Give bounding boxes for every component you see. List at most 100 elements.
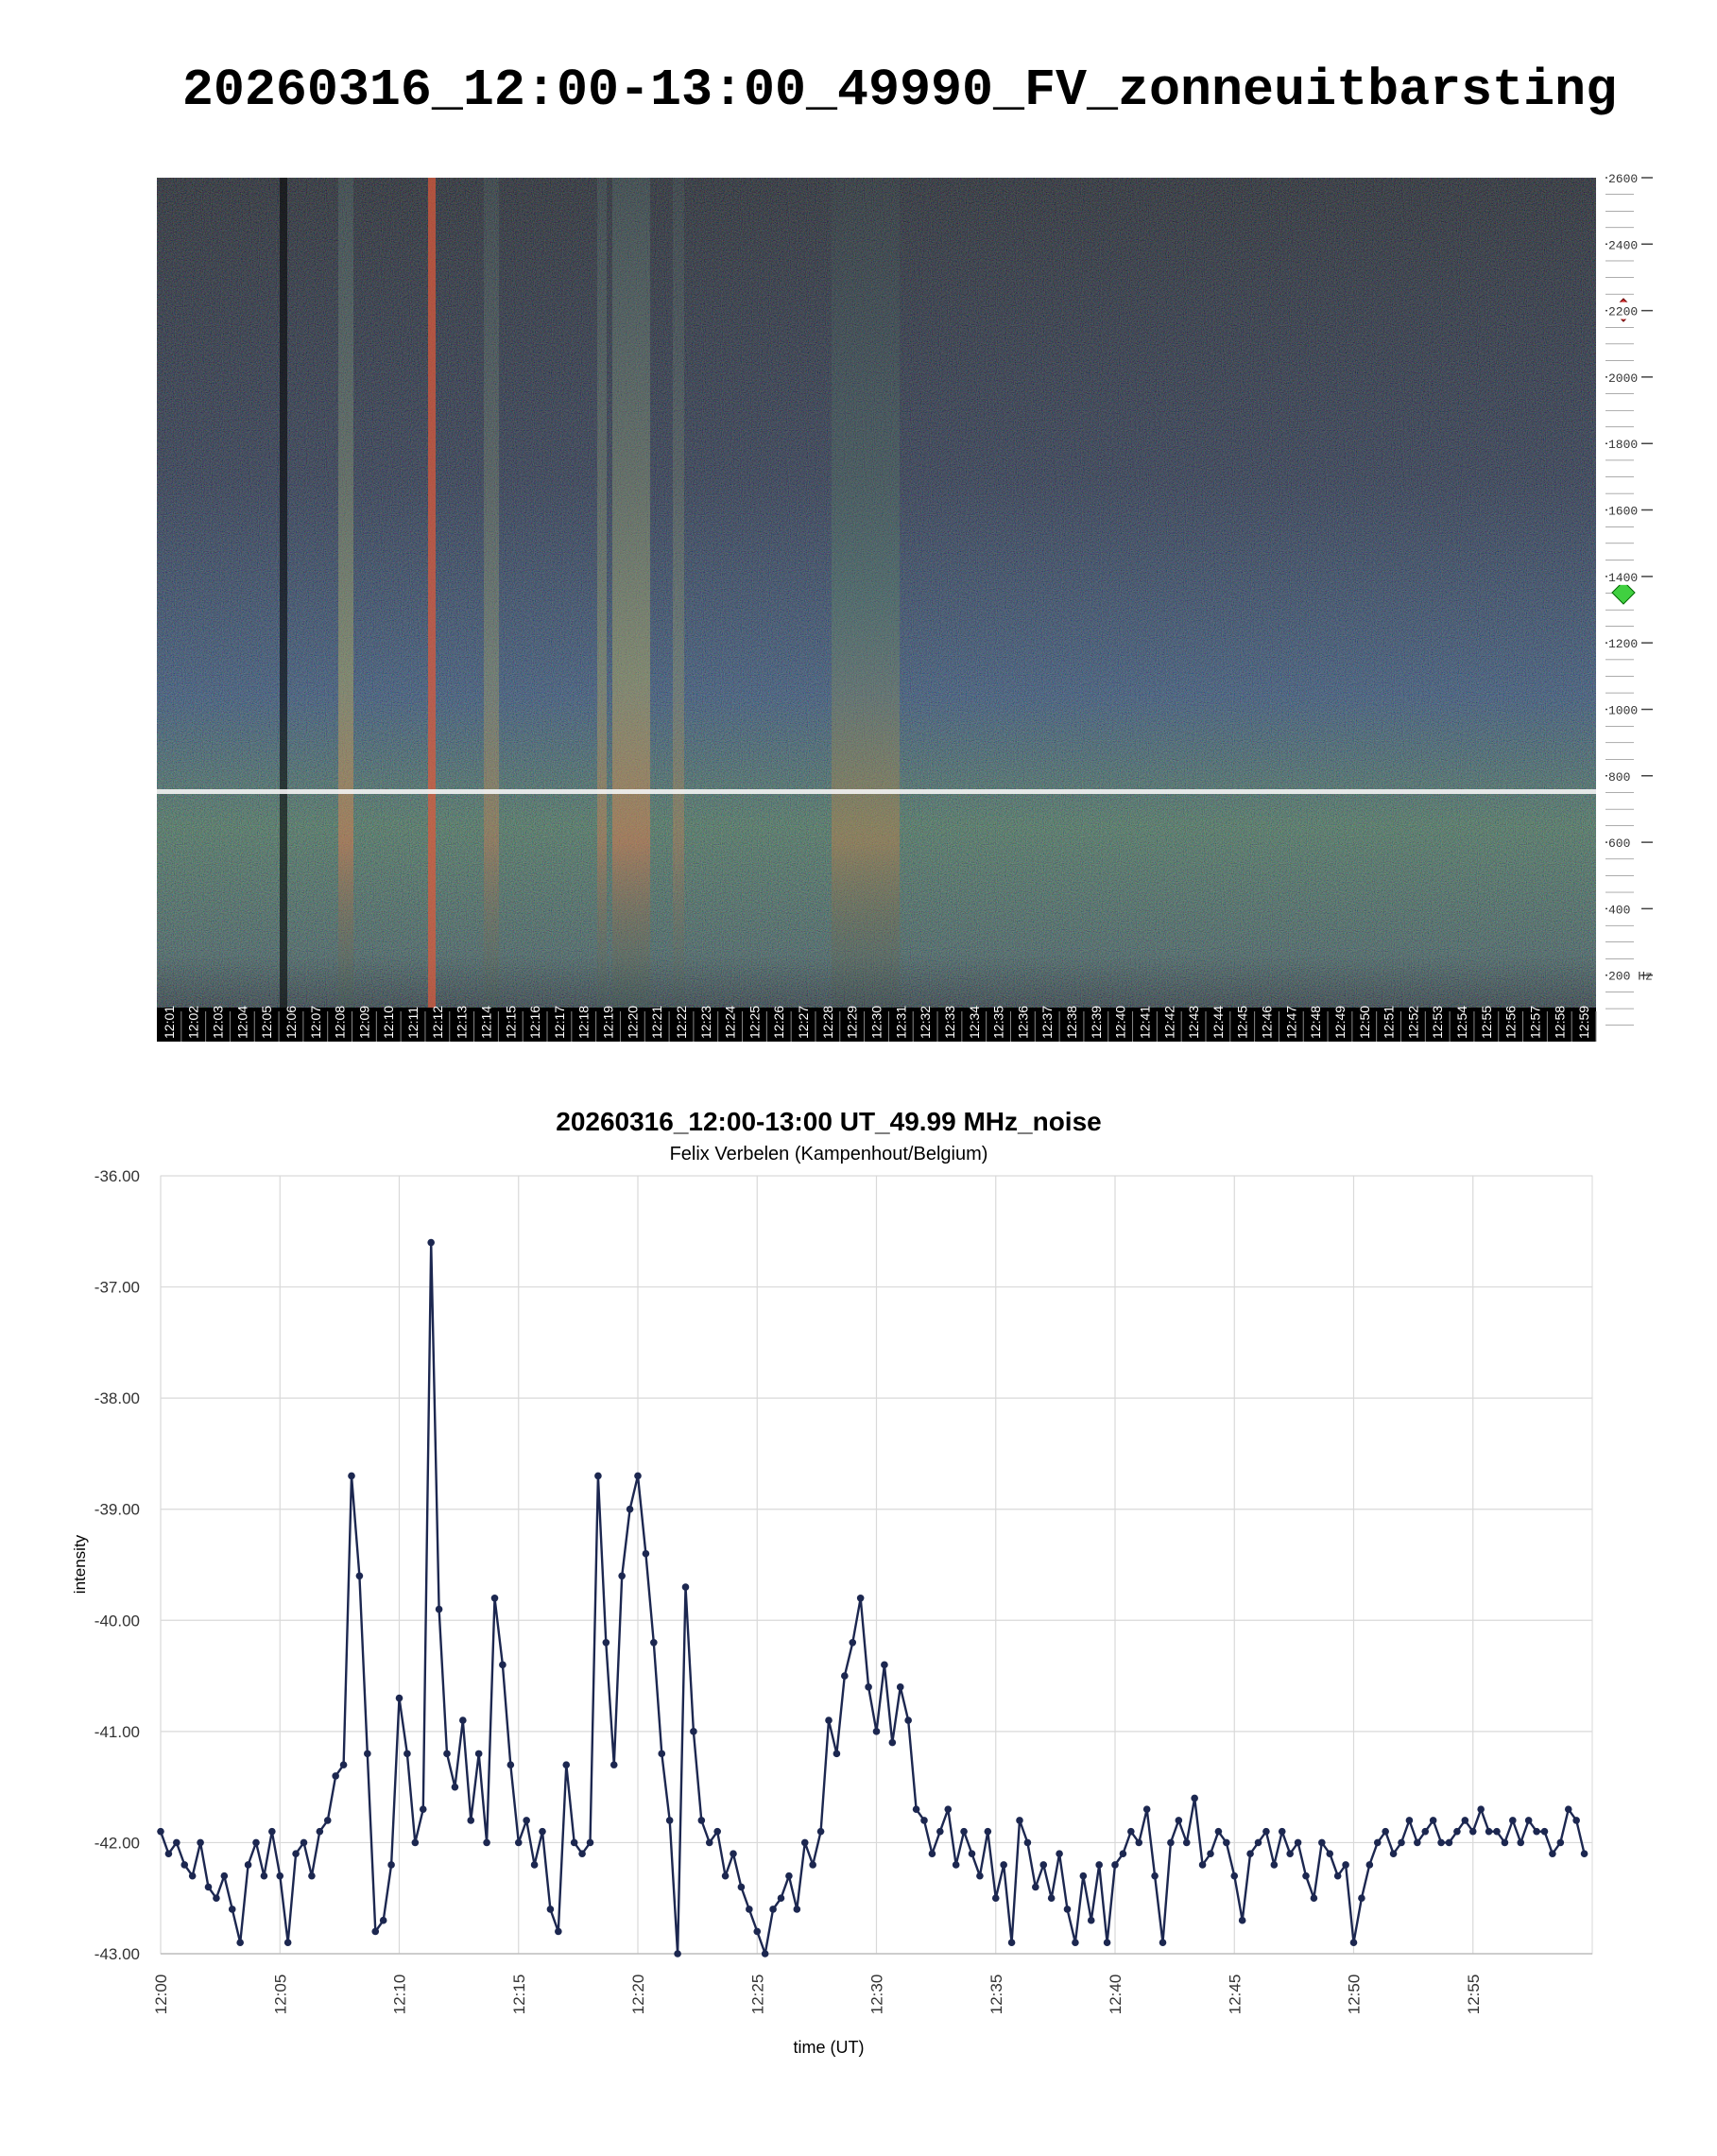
x-tick-label: 12:34 (967, 1006, 982, 1039)
x-tick-label: 12:43 (1186, 1006, 1201, 1039)
data-point (578, 1850, 586, 1857)
x-tick-label: 12:10 (381, 1006, 396, 1039)
data-point (642, 1549, 650, 1558)
spectrogram-title: 20260316_12:00-13:00_49990_FV_zonneuitba… (182, 60, 1617, 120)
x-tick-label: 12:09 (356, 1006, 371, 1039)
data-point (785, 1871, 793, 1880)
x-tick-label: 12:50 (1346, 1975, 1364, 2015)
data-point (1135, 1838, 1143, 1847)
data-point (1517, 1838, 1525, 1847)
x-tick-label: 12:55 (1465, 1975, 1483, 2015)
data-point (332, 1772, 339, 1780)
data-point (1095, 1861, 1103, 1869)
data-point (674, 1950, 681, 1958)
x-tick-label: 12:45 (1235, 1006, 1250, 1039)
data-point (268, 1827, 276, 1836)
x-tick-label: 12:51 (1382, 1006, 1397, 1039)
x-tick-label: 12:13 (455, 1006, 470, 1039)
x-tick-label: 12:22 (674, 1006, 689, 1039)
y-tick-label-bg (1607, 634, 1641, 652)
y-tick-label: 600 (1608, 837, 1630, 851)
spectrogram-image (157, 178, 1655, 1042)
data-point (952, 1861, 960, 1869)
data-point (419, 1805, 427, 1813)
x-tick-label: 12:20 (629, 1975, 647, 2015)
data-point (1182, 1838, 1191, 1847)
data-point (634, 1472, 642, 1480)
data-point (1214, 1827, 1223, 1836)
x-tick-label: 12:46 (1260, 1006, 1275, 1039)
data-point (1326, 1850, 1334, 1857)
burst-band (673, 178, 684, 1009)
data-point (626, 1505, 634, 1513)
y-tick-label-bg (1607, 900, 1641, 918)
x-tick-label: 12:50 (1357, 1006, 1372, 1039)
data-point (912, 1805, 920, 1813)
data-point (1533, 1827, 1540, 1836)
data-point (1270, 1861, 1279, 1869)
data-point (777, 1894, 785, 1903)
data-point (1389, 1850, 1398, 1857)
x-tick-label: 12:21 (649, 1006, 664, 1039)
y-tick-label: 1000 (1608, 703, 1638, 717)
data-point (658, 1750, 666, 1758)
y-tick-label-bg (1607, 767, 1641, 785)
data-point (1063, 1906, 1072, 1913)
y-tick-label: -36.00 (94, 1167, 140, 1185)
burst-band (428, 178, 436, 1009)
data-point (865, 1683, 872, 1691)
data-point (1286, 1850, 1294, 1857)
data-point (1007, 1939, 1016, 1947)
plot-area (157, 1175, 1593, 1958)
data-point (1207, 1850, 1214, 1857)
data-point (443, 1750, 451, 1758)
data-point (157, 1827, 164, 1836)
data-point (523, 1817, 530, 1824)
data-point (435, 1605, 443, 1613)
x-tick-label: 12:25 (748, 1975, 766, 2015)
x-tick-label: 12:16 (527, 1006, 542, 1039)
burst-band (338, 178, 353, 1009)
data-point (197, 1838, 204, 1847)
y-tick-label: -38.00 (94, 1389, 140, 1407)
x-tick-label: 12:06 (283, 1006, 299, 1039)
data-point (841, 1672, 849, 1680)
y-tick-label: 2400 (1608, 238, 1638, 252)
data-point (1278, 1827, 1286, 1836)
data-point (816, 1827, 825, 1836)
data-point (1111, 1861, 1119, 1869)
x-tick-label: 12:42 (1161, 1006, 1176, 1039)
y-tick-label: -43.00 (94, 1945, 140, 1963)
y-tick-label-bg (1607, 302, 1641, 319)
data-point (1072, 1939, 1079, 1947)
data-point (936, 1827, 944, 1836)
x-tick-label: 12:19 (601, 1006, 616, 1039)
data-point (546, 1906, 555, 1913)
x-tick-label: 12:55 (1479, 1006, 1494, 1039)
x-tick-label: 12:58 (1552, 1006, 1567, 1039)
y-tick-label-bg (1607, 966, 1641, 984)
x-tick-label: 12:25 (747, 1006, 762, 1039)
data-point (1477, 1805, 1485, 1813)
data-point (1342, 1861, 1349, 1869)
y-tick-label: 800 (1608, 770, 1630, 785)
x-tick-label: 12:52 (1405, 1006, 1420, 1039)
data-point (809, 1861, 816, 1869)
data-point (459, 1716, 467, 1724)
data-point (1318, 1838, 1326, 1847)
x-tick-label: 12:32 (918, 1006, 933, 1039)
data-point (1223, 1838, 1230, 1847)
data-point (1254, 1838, 1262, 1847)
data-point (705, 1838, 713, 1847)
y-tick-label: 2000 (1608, 371, 1638, 386)
data-point (769, 1906, 777, 1913)
x-tick-label: 12:53 (1430, 1006, 1445, 1039)
x-tick-label: 12:03 (211, 1006, 226, 1039)
data-point (514, 1838, 523, 1847)
data-point (928, 1850, 936, 1857)
data-point (236, 1939, 244, 1947)
data-point (872, 1728, 881, 1735)
y-tick-label: 1600 (1608, 505, 1638, 519)
data-point (1016, 1817, 1023, 1824)
